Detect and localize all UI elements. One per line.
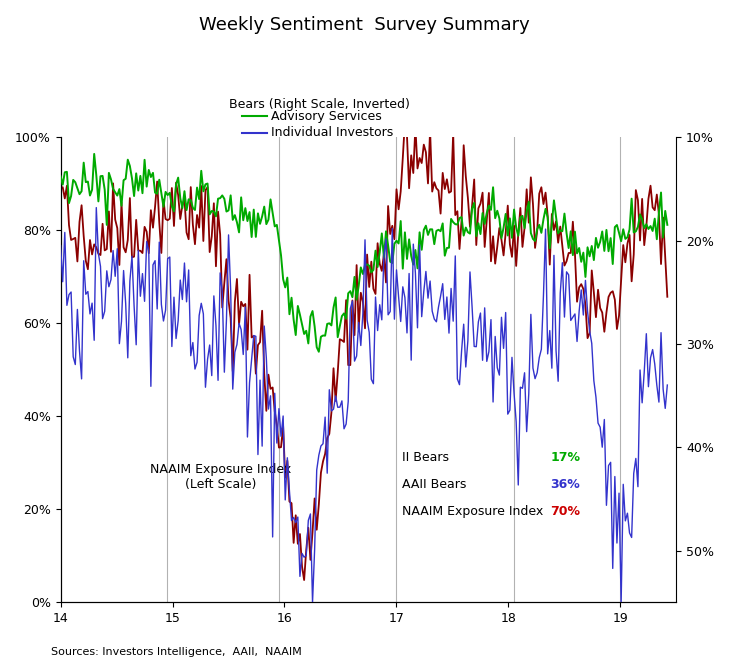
Text: Sources: Investors Intelligence,  AAII,  NAAIM: Sources: Investors Intelligence, AAII, N… [51, 647, 302, 657]
Text: 17%: 17% [550, 451, 580, 465]
Text: NAAIM Exposure Index: NAAIM Exposure Index [402, 506, 544, 518]
Text: 36%: 36% [550, 478, 580, 491]
Text: 70%: 70% [550, 506, 580, 518]
Text: Advisory Services: Advisory Services [271, 110, 382, 123]
Text: Weekly Sentiment  Survey Summary: Weekly Sentiment Survey Summary [199, 16, 530, 34]
Text: II Bears: II Bears [402, 451, 449, 465]
Text: AAII Bears: AAII Bears [402, 478, 467, 491]
Text: Individual Investors: Individual Investors [271, 126, 394, 139]
Text: Bears (Right Scale, Inverted): Bears (Right Scale, Inverted) [229, 98, 410, 111]
Text: NAAIM Exposure Index
(Left Scale): NAAIM Exposure Index (Left Scale) [150, 463, 292, 491]
